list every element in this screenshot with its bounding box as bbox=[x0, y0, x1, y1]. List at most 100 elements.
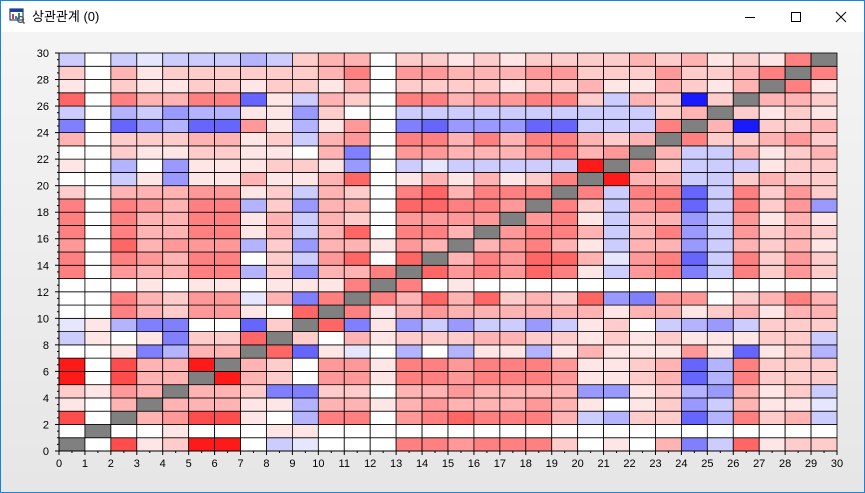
heatmap-cell[interactable] bbox=[136, 384, 164, 399]
heatmap-cell[interactable] bbox=[473, 79, 501, 94]
heatmap-cell[interactable] bbox=[58, 145, 86, 160]
heatmap-cell[interactable] bbox=[784, 264, 812, 279]
heatmap-cell[interactable] bbox=[395, 291, 423, 306]
heatmap-cell[interactable] bbox=[84, 225, 112, 240]
heatmap-cell[interactable] bbox=[84, 118, 112, 134]
heatmap-cell[interactable] bbox=[732, 304, 760, 319]
heatmap-cell[interactable] bbox=[162, 264, 190, 279]
heatmap-cell[interactable] bbox=[214, 198, 241, 213]
heatmap-cell[interactable] bbox=[499, 304, 527, 319]
heatmap-cell[interactable] bbox=[162, 211, 190, 226]
heatmap-cell[interactable] bbox=[58, 264, 86, 279]
heatmap-cell[interactable] bbox=[343, 304, 371, 319]
heatmap-cell[interactable] bbox=[214, 278, 241, 293]
heatmap-cell[interactable] bbox=[706, 317, 734, 332]
heatmap-cell[interactable] bbox=[629, 370, 656, 386]
heatmap-cell[interactable] bbox=[421, 397, 449, 412]
heatmap-cell[interactable] bbox=[551, 264, 579, 279]
heatmap-cell[interactable] bbox=[473, 198, 501, 213]
heatmap-cell[interactable] bbox=[291, 132, 319, 147]
heatmap-cell-diagonal[interactable] bbox=[395, 264, 423, 279]
heatmap-cell[interactable] bbox=[240, 357, 267, 372]
heatmap-cell[interactable] bbox=[681, 225, 708, 240]
heatmap-cell[interactable] bbox=[681, 79, 708, 94]
heatmap-cell[interactable] bbox=[473, 370, 501, 386]
heatmap-cell[interactable] bbox=[810, 251, 838, 266]
heatmap-cell[interactable] bbox=[551, 397, 579, 412]
heatmap-cell[interactable] bbox=[706, 331, 734, 346]
heatmap-cell[interactable] bbox=[784, 158, 812, 173]
heatmap-cell[interactable] bbox=[266, 79, 293, 94]
heatmap-cell[interactable] bbox=[784, 437, 812, 452]
heatmap-cell[interactable] bbox=[136, 225, 164, 240]
heatmap-cell-diagonal[interactable] bbox=[681, 118, 708, 134]
heatmap-cell[interactable] bbox=[214, 185, 241, 200]
heatmap-cell[interactable] bbox=[447, 65, 475, 80]
heatmap-cell[interactable] bbox=[110, 225, 138, 240]
heatmap-cell[interactable] bbox=[732, 370, 760, 386]
heatmap-cell[interactable] bbox=[240, 304, 267, 319]
heatmap-cell[interactable] bbox=[551, 357, 579, 372]
heatmap-cell[interactable] bbox=[266, 238, 293, 253]
heatmap-cell[interactable] bbox=[421, 118, 449, 134]
heatmap-cell[interactable] bbox=[603, 317, 630, 332]
maximize-button[interactable] bbox=[773, 1, 819, 32]
heatmap-cell[interactable] bbox=[655, 158, 682, 173]
heatmap-cell[interactable] bbox=[58, 410, 86, 425]
heatmap-cell[interactable] bbox=[291, 118, 319, 134]
heatmap-cell[interactable] bbox=[188, 331, 215, 346]
heatmap-cell[interactable] bbox=[136, 278, 164, 293]
heatmap-cell[interactable] bbox=[810, 357, 838, 372]
heatmap-cell[interactable] bbox=[603, 291, 630, 306]
heatmap-cell[interactable] bbox=[136, 105, 164, 120]
heatmap-cell[interactable] bbox=[162, 304, 190, 319]
heatmap-cell[interactable] bbox=[810, 79, 838, 94]
heatmap-cell[interactable] bbox=[655, 357, 682, 372]
heatmap-cell[interactable] bbox=[162, 65, 190, 80]
heatmap-cell[interactable] bbox=[84, 79, 112, 94]
heatmap-cell[interactable] bbox=[706, 118, 734, 134]
heatmap-cell[interactable] bbox=[577, 158, 604, 173]
heatmap-cell[interactable] bbox=[655, 410, 682, 425]
heatmap-cell[interactable] bbox=[551, 278, 579, 293]
heatmap-cell[interactable] bbox=[810, 437, 838, 452]
heatmap-cell[interactable] bbox=[369, 331, 397, 346]
heatmap-cell[interactable] bbox=[810, 145, 838, 160]
heatmap-cell[interactable] bbox=[784, 171, 812, 187]
heatmap-cell[interactable] bbox=[58, 397, 86, 412]
heatmap-cell[interactable] bbox=[499, 185, 527, 200]
heatmap-cell-diagonal[interactable] bbox=[784, 65, 812, 80]
heatmap-cell[interactable] bbox=[136, 171, 164, 187]
heatmap-cell[interactable] bbox=[369, 344, 397, 359]
heatmap-cell[interactable] bbox=[110, 264, 138, 279]
heatmap-cell[interactable] bbox=[473, 384, 501, 399]
heatmap-cell[interactable] bbox=[603, 211, 630, 226]
heatmap-cell[interactable] bbox=[317, 370, 345, 386]
heatmap-cell[interactable] bbox=[84, 344, 112, 359]
heatmap-cell[interactable] bbox=[810, 384, 838, 399]
heatmap-cell[interactable] bbox=[369, 185, 397, 200]
heatmap-cell[interactable] bbox=[343, 278, 371, 293]
heatmap-cell[interactable] bbox=[214, 225, 241, 240]
heatmap-cell[interactable] bbox=[58, 132, 86, 147]
heatmap-cell[interactable] bbox=[240, 198, 267, 213]
heatmap-cell[interactable] bbox=[395, 79, 423, 94]
heatmap-cell[interactable] bbox=[343, 357, 371, 372]
heatmap-cell-diagonal[interactable] bbox=[473, 225, 501, 240]
heatmap-cell[interactable] bbox=[681, 278, 708, 293]
heatmap-cell[interactable] bbox=[58, 52, 86, 67]
heatmap-cell[interactable] bbox=[577, 264, 604, 279]
heatmap-cell-diagonal[interactable] bbox=[810, 52, 838, 67]
heatmap-cell[interactable] bbox=[525, 291, 553, 306]
heatmap-cell[interactable] bbox=[525, 238, 553, 253]
heatmap-cell[interactable] bbox=[810, 317, 838, 332]
heatmap-cell[interactable] bbox=[214, 132, 241, 147]
heatmap-cell-diagonal[interactable] bbox=[162, 384, 190, 399]
heatmap-cell[interactable] bbox=[447, 278, 475, 293]
heatmap-cell[interactable] bbox=[577, 384, 604, 399]
heatmap-cell[interactable] bbox=[758, 65, 786, 80]
heatmap-cell[interactable] bbox=[810, 264, 838, 279]
heatmap-cell[interactable] bbox=[499, 344, 527, 359]
heatmap-cell[interactable] bbox=[240, 331, 267, 346]
heatmap-cell-diagonal[interactable] bbox=[317, 304, 345, 319]
